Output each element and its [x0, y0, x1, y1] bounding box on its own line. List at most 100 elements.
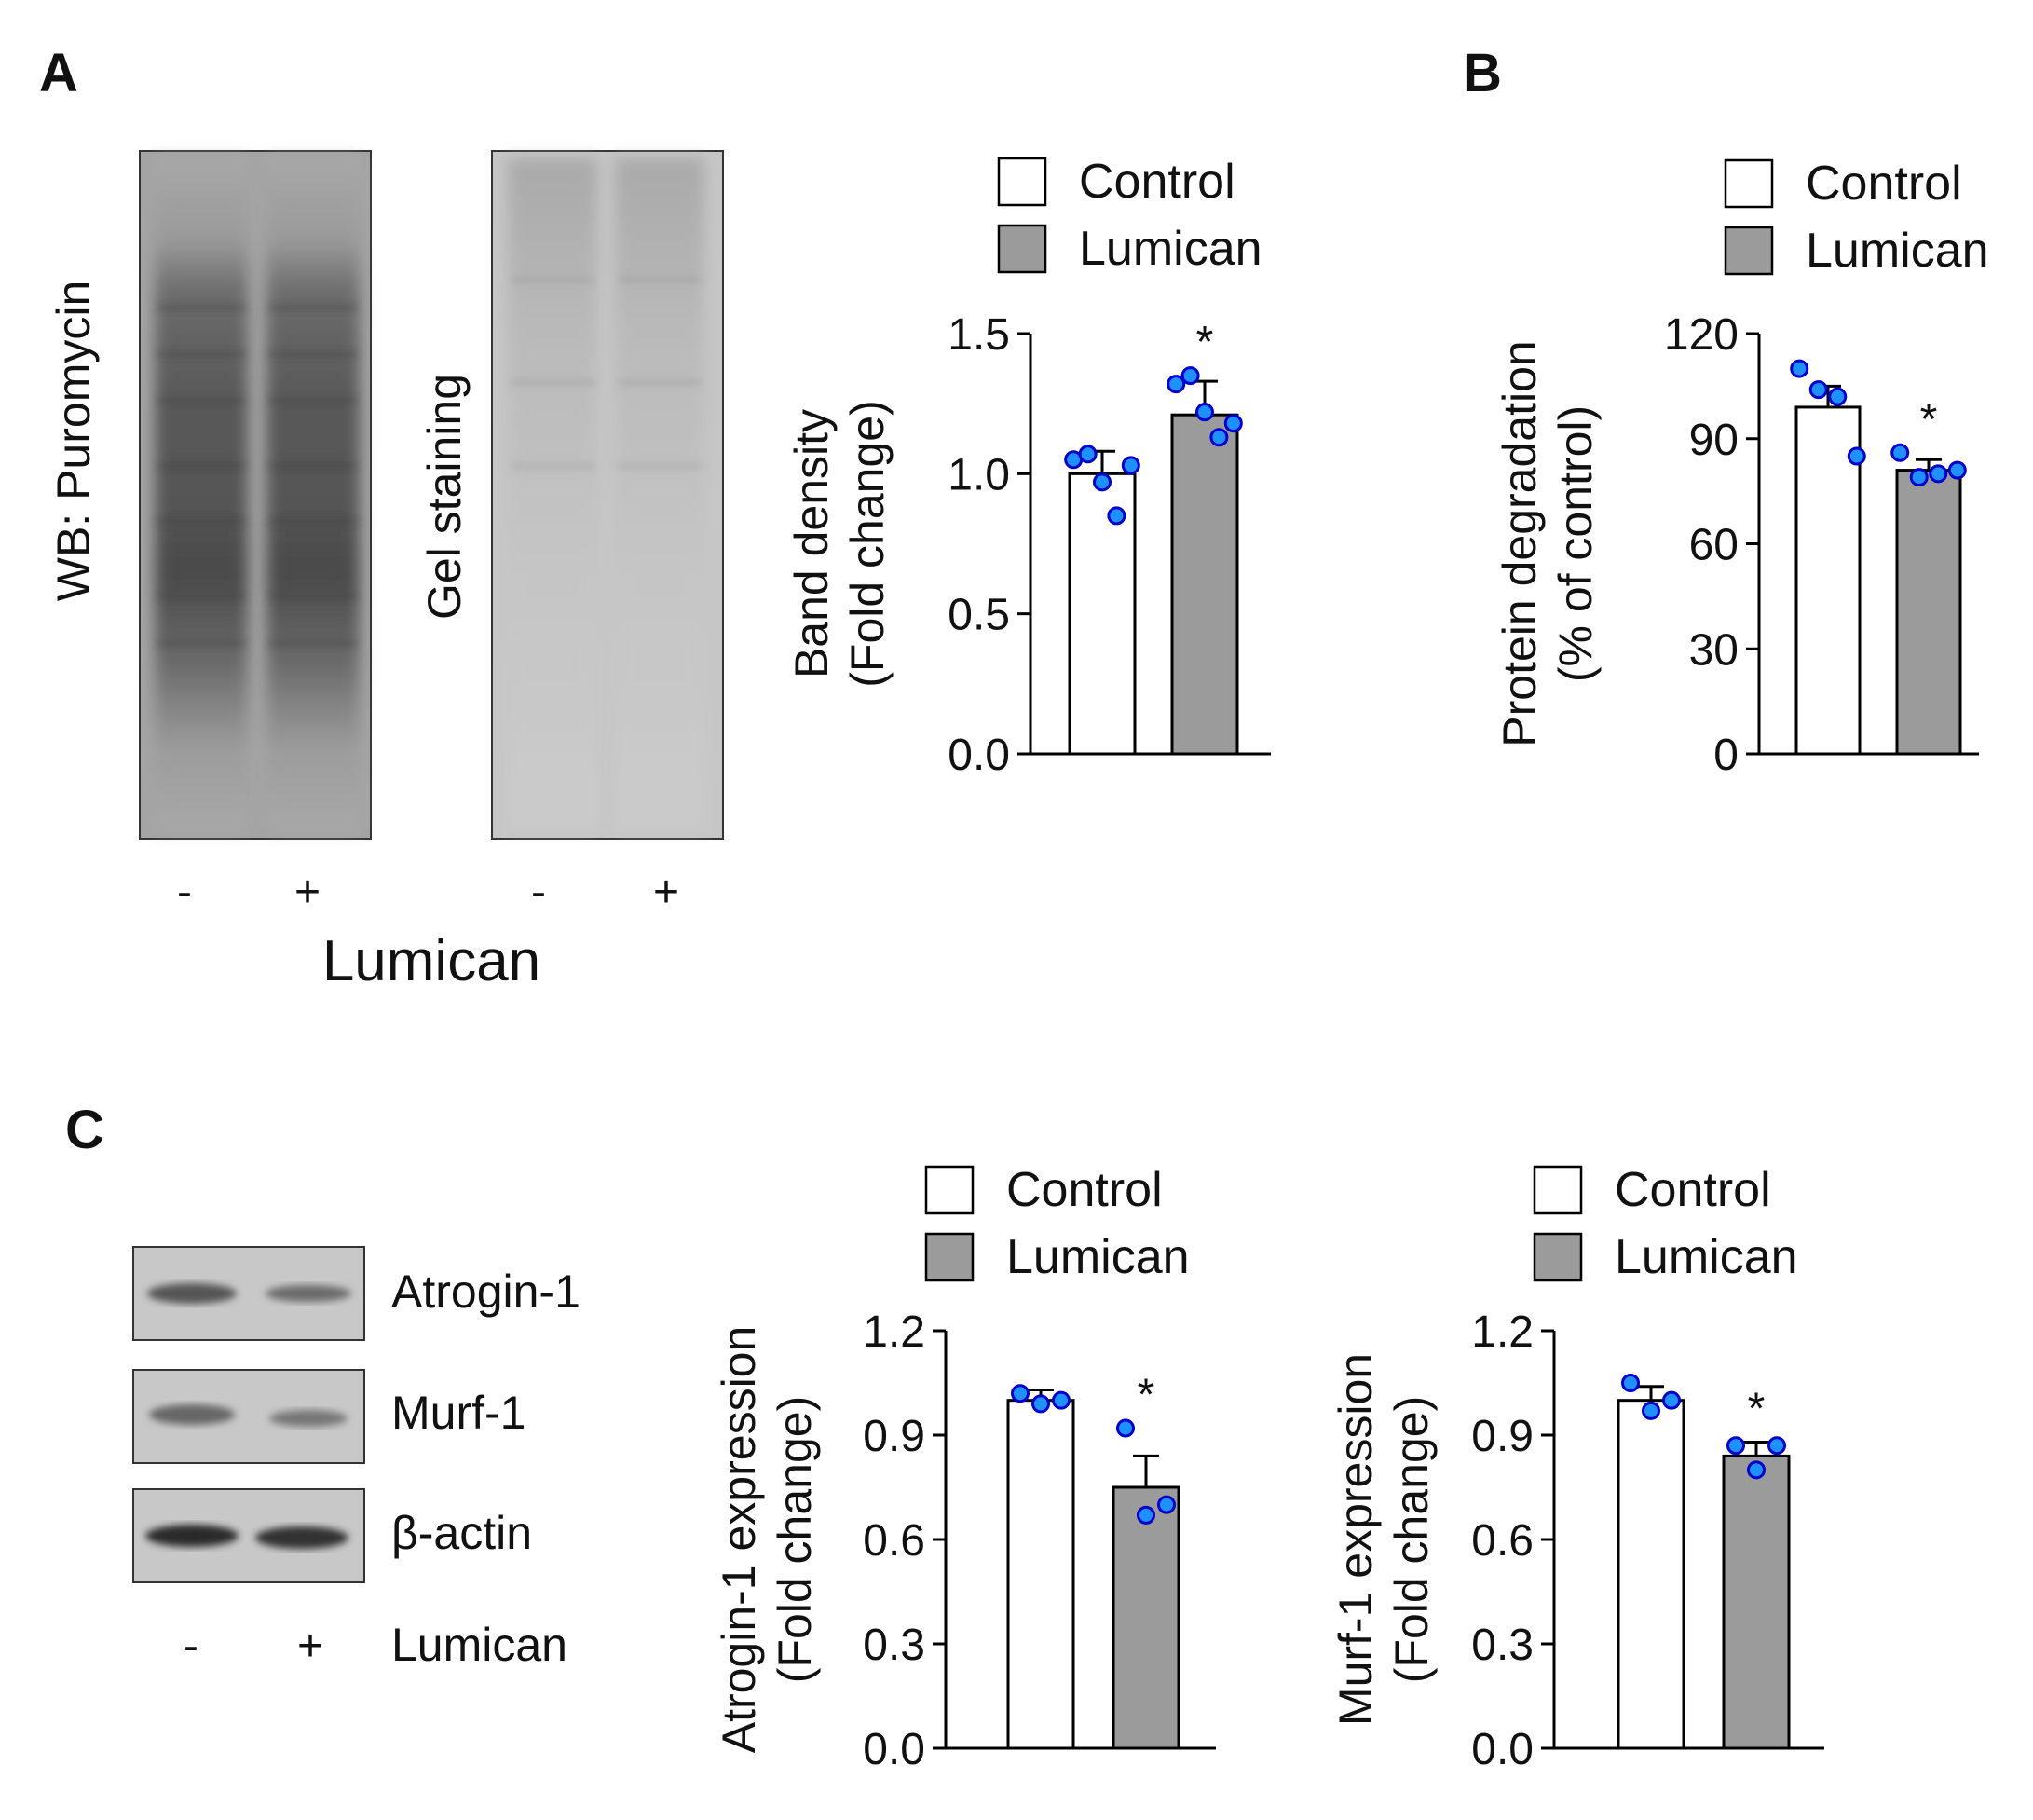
lane-minus-label: - — [184, 1622, 198, 1671]
y-axis-label: Protein degradation — [1494, 340, 1546, 746]
legend-label-lumican: Lumican — [1615, 1230, 1798, 1284]
y-tick-label: 1.0 — [948, 450, 1010, 499]
y-tick-label: 1.2 — [1471, 1307, 1534, 1357]
chart-2: Control Lumican * 0 30 60 90 120 Protein degrada… — [1494, 157, 1989, 780]
y-tick-label: 0.6 — [1471, 1516, 1534, 1566]
atrogin-blot-label: Atrogin-1 — [391, 1266, 580, 1318]
puromycin-blot — [139, 150, 372, 840]
bar-lumican — [1112, 1485, 1180, 1750]
legend-label-control: Control — [1615, 1163, 1771, 1217]
y-tick-label: 90 — [1689, 416, 1739, 465]
data-point — [1642, 1401, 1660, 1420]
data-point — [1947, 460, 1967, 480]
data-point — [1157, 1495, 1176, 1514]
data-point — [1011, 1384, 1030, 1403]
puromycin-blot-label: WB: Puromycin — [48, 281, 100, 602]
data-point — [1909, 468, 1929, 487]
bar-lumican — [1895, 469, 1962, 756]
legend-swatch-lumican — [1724, 226, 1774, 276]
significance-star: * — [1920, 395, 1938, 445]
legend-label-lumican: Lumican — [1806, 224, 1989, 278]
data-point — [1180, 366, 1200, 386]
gel-staining-blot — [491, 150, 724, 840]
data-point — [1209, 428, 1229, 447]
bar-control — [1794, 405, 1862, 756]
legend-label-control: Control — [1006, 1163, 1163, 1217]
y-axis-label: Atrogin-1 expression — [713, 1326, 765, 1754]
significance-star: * — [1196, 318, 1214, 367]
y-axis-label: (Fold change) — [841, 400, 894, 688]
data-point — [1093, 472, 1112, 492]
y-axis-label: Murf-1 expression — [1330, 1353, 1382, 1726]
data-point — [1223, 414, 1243, 433]
data-point — [1890, 443, 1910, 462]
data-point — [1167, 375, 1186, 394]
legend-swatch-control — [924, 1165, 975, 1215]
data-point — [1929, 464, 1948, 484]
data-point — [1662, 1390, 1681, 1410]
y-tick-label: 0.5 — [948, 591, 1010, 640]
legend-swatch-control — [1724, 158, 1774, 209]
bar-control — [1006, 1399, 1075, 1750]
data-point — [1078, 445, 1098, 464]
panel-letter-c: C — [65, 1100, 104, 1160]
bar-control — [1617, 1399, 1685, 1750]
y-tick-label: 1.2 — [863, 1307, 925, 1357]
lane-plus-label: + — [297, 1622, 323, 1671]
data-point — [1747, 1460, 1766, 1480]
murf-blot-label: Murf-1 — [391, 1387, 525, 1439]
chart-3: Control Lumican * 0.0 0.3 0.6 0.9 1.2 Atrogin-1 … — [713, 1163, 1216, 1774]
treatment-label: Lumican — [322, 929, 540, 993]
y-tick-label: 0.3 — [863, 1621, 925, 1670]
data-point — [1767, 1436, 1786, 1456]
data-point — [1621, 1374, 1640, 1392]
data-point — [1121, 456, 1140, 475]
legend-label-lumican: Lumican — [1006, 1230, 1190, 1284]
data-point — [1847, 446, 1866, 466]
y-tick-label: 120 — [1664, 310, 1739, 360]
y-tick-label: 0.9 — [1471, 1412, 1534, 1461]
data-point — [1116, 1418, 1135, 1438]
murf-blot — [132, 1369, 365, 1464]
beta-actin-blot — [132, 1488, 365, 1583]
y-axis-label: (Fold change) — [769, 1396, 821, 1684]
legend-label-lumican: Lumican — [1079, 222, 1262, 276]
y-tick-label: 0.0 — [948, 731, 1010, 780]
legend-swatch-control — [997, 157, 1047, 207]
data-point — [1195, 403, 1214, 422]
legend-swatch-lumican — [997, 224, 1047, 274]
y-axis-label: (% of control) — [1549, 405, 1602, 682]
data-point — [1052, 1390, 1071, 1410]
data-point — [1828, 387, 1848, 406]
chart-4: Control Lumican * 0.0 0.3 0.6 0.9 1.2 Murf-1 exp… — [1330, 1163, 1824, 1774]
significance-star: * — [1748, 1384, 1766, 1433]
gel-staining-label: Gel staining — [418, 374, 471, 620]
bar-lumican — [1722, 1454, 1791, 1750]
treatment-label: Lumican — [391, 1619, 567, 1671]
data-point — [1808, 380, 1828, 400]
y-tick-label: 0.3 — [1471, 1621, 1534, 1670]
y-tick-label: 1.5 — [948, 310, 1010, 360]
legend-swatch-lumican — [924, 1232, 975, 1282]
chart-1: Control Lumican * 0.0 0.5 1.0 1.5 Band density(… — [785, 155, 1271, 780]
y-tick-label: 0.0 — [863, 1725, 925, 1774]
y-axis-label: (Fold change) — [1385, 1396, 1438, 1684]
legend-label-control: Control — [1806, 157, 1962, 211]
y-tick-label: 0.9 — [863, 1412, 925, 1461]
legend-label-control: Control — [1079, 155, 1235, 209]
lane-plus-label: + — [653, 868, 679, 917]
y-axis-label: Band density — [785, 409, 838, 678]
lane-minus-label: - — [177, 868, 192, 917]
bar-lumican — [1170, 413, 1239, 756]
data-point — [1726, 1436, 1745, 1456]
data-point — [1137, 1505, 1155, 1525]
data-point — [1107, 506, 1126, 526]
legend-swatch-control — [1533, 1165, 1583, 1215]
beta-actin-blot-label: β-actin — [391, 1507, 532, 1559]
data-point — [1031, 1394, 1050, 1414]
panel-letter-b: B — [1463, 43, 1502, 103]
y-tick-label: 0 — [1713, 731, 1739, 780]
legend-swatch-lumican — [1533, 1232, 1583, 1282]
